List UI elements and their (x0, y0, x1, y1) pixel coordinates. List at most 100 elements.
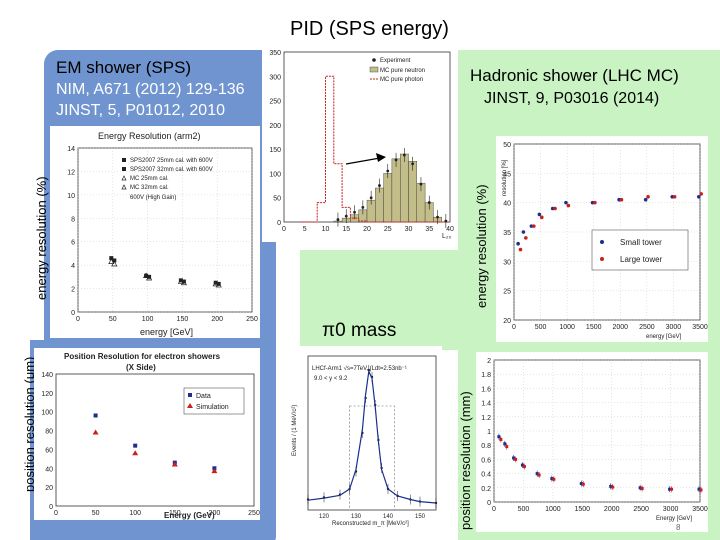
hadronic-energy-point (646, 195, 650, 199)
hadronic-position-point (535, 472, 539, 476)
hadronic-energy-xtick: 500 (535, 324, 547, 331)
em-position-subtitle: (X Side) (126, 363, 156, 372)
hadronic-position-ytick: 1 (487, 429, 491, 436)
pid-exp-point (386, 169, 390, 173)
pi0-signal-window (349, 405, 395, 511)
hadronic-heading: Hadronic shower (LHC MC) (470, 66, 679, 85)
em-energy-ytick: 12 (67, 169, 75, 176)
hadronic-energy-point (518, 247, 523, 252)
hadronic-legend-large: Large tower (620, 255, 663, 264)
hadronic-energy-point (537, 212, 542, 217)
hadronic-position-ytick: 0.6 (481, 457, 491, 464)
pid-legend-neutron: MC pure neutron (380, 68, 425, 74)
pid-ytick: 150 (269, 147, 281, 154)
em-energy-point (216, 281, 221, 286)
em-position-ytick: 120 (41, 391, 53, 398)
hadronic-energy-xtick: 2000 (612, 324, 628, 331)
em-position-legend-data: Data (196, 393, 211, 400)
hadronic-position-xtick: 3500 (692, 506, 708, 513)
em-position-sim-point (92, 429, 99, 435)
em-energy-chart: Energy Resolution (arm2) 0 2 4 6 8 10 12 14 0 50… (50, 126, 260, 338)
hadronic-energy-point (699, 192, 703, 196)
legend-marker-mc32 (121, 184, 127, 190)
hadronic-energy-point (697, 195, 701, 199)
hadronic-position-point (670, 487, 674, 491)
hadronic-energy-point (619, 197, 624, 202)
pid-ytick: 350 (269, 50, 281, 57)
hadronic-energy-chart-svg: 20 25 30 35 40 45 50 0 500 1000 1500 2000 2500 3000 3… (502, 142, 708, 340)
em-position-ytick: 60 (45, 447, 53, 454)
hadronic-energy-point (593, 200, 597, 205)
em-position-legend-marker-sim (187, 403, 193, 408)
hadronic-energy-xlabel: energy [GeV] (646, 334, 682, 340)
hadronic-block-background-mid (300, 250, 470, 350)
hadronic-position-point (552, 477, 556, 481)
hadronic-position-point (503, 442, 507, 446)
pid-legend-marker-neutron (369, 66, 379, 73)
hadronic-position-point (512, 456, 516, 460)
hadronic-energy-point (672, 195, 677, 199)
pid-xtick: 25 (384, 226, 392, 233)
hadronic-position-ytick: 1.8 (481, 372, 491, 379)
hadronic-energy-ytick: 45 (503, 171, 511, 178)
hadronic-position-point (522, 465, 526, 468)
legend-marker-mc25 (121, 175, 127, 181)
em-energy-axis-label: energy resolution (%) (34, 176, 49, 300)
em-energy-xtick: 50 (109, 316, 117, 323)
hadronic-position-point (699, 488, 703, 492)
hadronic-position-xtick: 1000 (545, 506, 561, 513)
em-position-data-point (93, 413, 98, 418)
pi0-xtick: 120 (319, 514, 330, 520)
em-energy-chart-title: Energy Resolution (arm2) (98, 131, 201, 141)
em-energy-ytick: 6 (71, 240, 75, 247)
em-energy-point (181, 279, 186, 284)
slide-title: PID (SPS energy) (290, 18, 449, 40)
em-energy-mc-point (180, 279, 187, 286)
em-energy-xtick: 200 (211, 316, 223, 323)
pid-legend-experiment: Experiment (380, 58, 411, 64)
hadronic-position-xlabel: Energy [GeV] (656, 516, 692, 522)
em-position-xtick: 200 (209, 510, 221, 517)
em-position-xtick: 250 (248, 510, 260, 517)
em-position-sim-point (211, 468, 218, 474)
pi0-xlabel: Reconstructed m_π [MeV/c²] (332, 521, 409, 527)
em-energy-ytick: 2 (71, 287, 75, 294)
em-energy-legend-5: 600V (High Gain) (130, 195, 176, 201)
pid-exp-point (378, 184, 381, 187)
hadronic-energy-ytick: 50 (503, 142, 511, 149)
hadronic-energy-ytick: 35 (503, 230, 511, 237)
pid-neutron-bar (383, 173, 393, 223)
em-position-chart: Position Resolution for electron showers… (34, 348, 260, 520)
hadronic-position-point (499, 438, 503, 442)
hadronic-energy-ytick: 20 (503, 318, 511, 325)
em-energy-ytick: 8 (71, 216, 75, 223)
em-energy-point (112, 258, 117, 263)
hadronic-position-ytick: 1.4 (481, 401, 491, 408)
hadronic-energy-point (564, 200, 568, 205)
em-position-ytick: 0 (49, 504, 53, 511)
page-number: 8 (676, 523, 681, 532)
pid-arrow (345, 157, 381, 165)
hadronic-position-point (497, 435, 501, 439)
hadronic-position-point (514, 457, 518, 461)
em-position-ytick: 20 (45, 485, 53, 492)
hadronic-position-point (668, 487, 672, 491)
hadronic-position-xtick: 1500 (574, 506, 590, 513)
hadronic-energy-xtick: 1000 (559, 324, 575, 331)
legend-marker-sps25 (122, 158, 126, 162)
em-position-sim-point (132, 450, 139, 456)
hadronic-legend-small: Small tower (620, 238, 662, 247)
hadronic-energy-point (566, 203, 571, 208)
pid-exp-point (411, 162, 415, 166)
hadronic-position-xtick: 3000 (663, 506, 679, 513)
em-position-xtick: 0 (54, 510, 58, 517)
pi0-chart-svg: LHCf-Arm1 √s=7TeV, ∫Ldt=2.53nb⁻¹ 9.0 < y… (292, 355, 438, 527)
pid-neutron-bar (375, 187, 384, 223)
hadronic-energy-point (532, 224, 536, 228)
hadronic-energy-axis-label: energy resolution (%) (474, 184, 489, 308)
hadronic-legend-marker-large (600, 257, 604, 261)
em-energy-mc-point (177, 278, 184, 284)
hadronic-energy-ytick: 25 (503, 289, 511, 296)
pid-exp-point (436, 215, 439, 219)
